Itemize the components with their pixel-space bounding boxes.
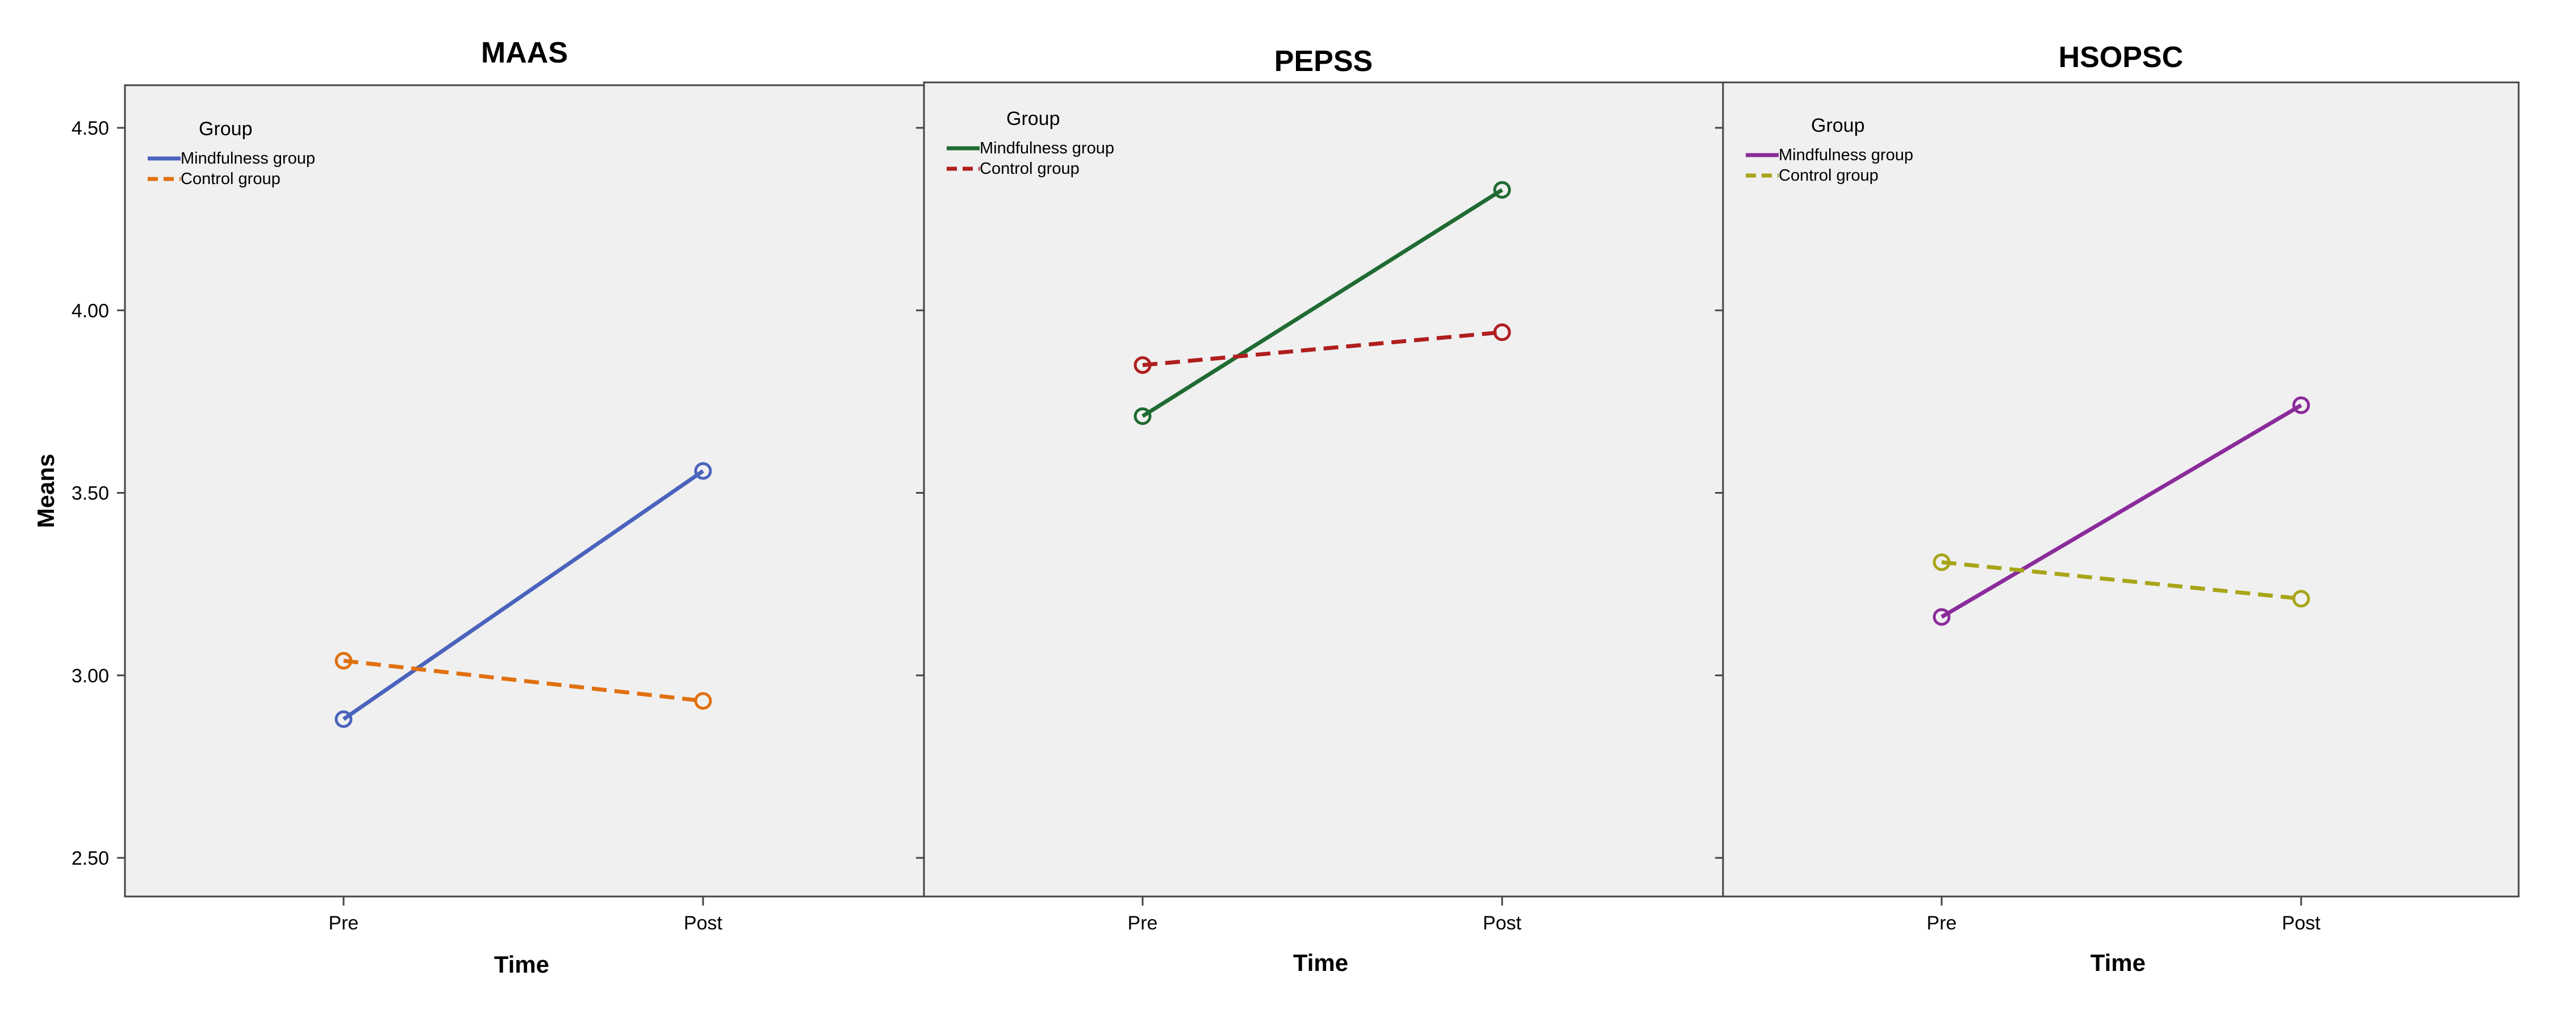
series-line-control [1142,330,1503,368]
panel-maas: MAAS 2.50 3.00 3.50 4.00 4.50 Means Pre Post Time… [32,36,925,978]
y-tick-label: 4.50 [72,118,109,139]
data-point-post [694,692,712,710]
series-line-mindfulness [342,469,704,721]
series-line-mindfulness [1141,188,1503,418]
legend-label: Control group [181,170,281,188]
x-axis-title: Time [494,951,549,978]
y-tick-label: 3.50 [72,483,109,504]
series-line-control [343,658,704,703]
data-point-post [1493,181,1511,199]
plot-area [124,84,925,898]
plot-area [923,81,1724,898]
panel-title: HSOPSC [2059,41,2184,74]
plot-area [1722,81,2520,898]
y-tick-label: 2.50 [72,848,109,869]
x-tick-label: Pre [329,912,359,934]
data-point-post [2292,396,2310,414]
x-tick-label: Pre [1927,912,1957,934]
data-point-post [2292,590,2310,608]
panel-title: PEPSS [1274,45,1373,78]
y-tick-label: 3.00 [72,665,109,687]
data-point-pre [1134,407,1152,426]
data-point-pre [1933,553,1951,572]
legend-label: Control group [980,160,1080,178]
panel-title: MAAS [481,36,568,69]
legend-title: Group [1006,108,1060,130]
data-point-pre [1134,356,1152,374]
legend-label: Mindfulness group [181,149,315,168]
data-point-pre [1933,608,1951,626]
x-axis-title: Time [1293,949,1348,976]
data-point-pre [334,652,353,670]
legend-title: Group [199,118,253,140]
x-tick-label: Post [684,912,723,934]
data-point-post [1493,323,1511,341]
series-line-control [1941,560,2302,601]
x-tick-label: Post [1483,912,1522,934]
legend-title: Group [1811,115,1865,136]
x-tick-label: Post [2282,912,2321,934]
data-point-pre [334,710,353,728]
legend-label: Mindfulness group [980,139,1114,157]
y-axis-title: Means [32,454,59,528]
x-tick-label: Pre [1128,912,1158,934]
panel-hsopsc: HSOPSC Pre Post Time Group Mindfulness group C… [1722,41,2520,976]
data-point-post [694,462,712,480]
y-tick-label: 4.00 [72,300,109,322]
series-line-mindfulness [1941,403,2302,619]
panel-pepss: PEPSS Pre Post Time Group Mindfulness group Co… [923,45,1724,976]
x-axis-title: Time [2090,949,2146,976]
legend-label: Mindfulness group [1779,146,1913,164]
legend-label: Control group [1779,166,1879,185]
